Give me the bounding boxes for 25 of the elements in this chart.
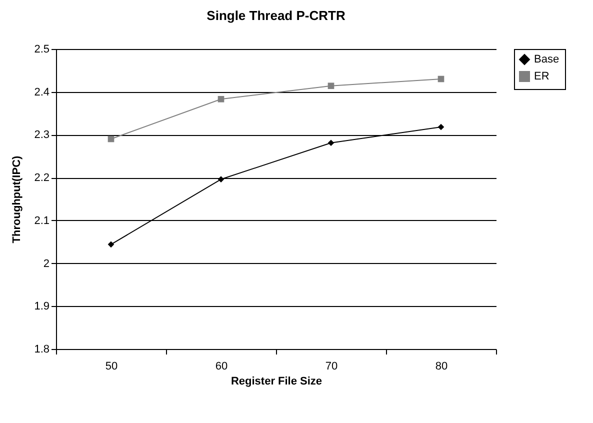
point xyxy=(438,76,444,82)
y-tick-label: 1.9 xyxy=(34,300,50,313)
x-tick-label: 70 xyxy=(325,360,338,372)
y-tick-label: 2 xyxy=(43,258,50,270)
x-tick-label: 50 xyxy=(105,360,118,372)
x-tick-label: 60 xyxy=(215,360,228,372)
y-tick-label: 2.1 xyxy=(34,214,50,227)
y-tick-label: 2.2 xyxy=(34,172,50,184)
legend-label: ER xyxy=(534,70,550,82)
point xyxy=(438,124,444,130)
y-tick-label: 1.8 xyxy=(34,344,50,356)
y-axis-title: Throughput(IPC) xyxy=(11,155,24,244)
point xyxy=(328,82,334,90)
x-axis-title: Register File Size xyxy=(230,376,322,388)
y-tick-label: 2.4 xyxy=(34,86,50,98)
legend-label: Base xyxy=(534,54,560,66)
y-tick-label: 2.5 xyxy=(34,44,50,56)
point xyxy=(218,96,224,102)
point xyxy=(218,176,224,182)
y-tick-label: 2.3 xyxy=(34,129,50,142)
x-tick-label: 80 xyxy=(435,360,448,372)
point xyxy=(108,136,114,142)
point xyxy=(108,241,114,248)
chart-title: Single Thread P-CRTR xyxy=(206,8,346,23)
point xyxy=(328,140,334,146)
